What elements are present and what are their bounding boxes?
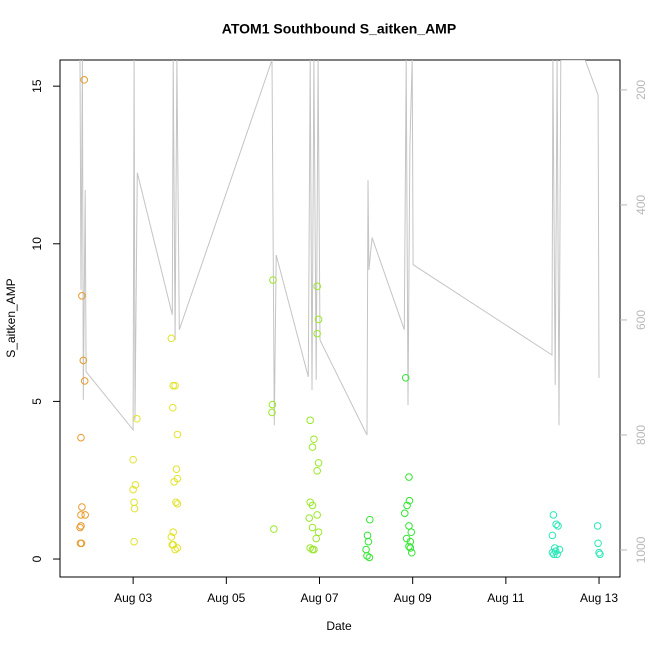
scatter-point — [76, 523, 84, 532]
scatter-point — [405, 522, 413, 530]
scatter-point — [366, 515, 374, 524]
x-tick-label: Aug 03 — [114, 591, 152, 605]
scatter-point — [130, 537, 138, 546]
scatter-point — [268, 400, 277, 409]
scatter-point — [403, 501, 411, 510]
scatter-point — [552, 520, 560, 529]
scatter-point — [310, 545, 318, 554]
scatter-point — [593, 522, 602, 530]
scatter-point — [312, 534, 321, 543]
y-tick-label: 5 — [30, 398, 44, 405]
scatter-point — [400, 509, 409, 518]
scatter-point — [77, 539, 86, 548]
scatter-point — [306, 544, 314, 552]
scatter-point — [129, 455, 137, 464]
scatter-point — [554, 522, 562, 530]
scatter-point — [314, 459, 323, 467]
scatter-point — [308, 443, 317, 451]
scatter-point — [401, 373, 410, 382]
scatter-point — [555, 545, 564, 554]
scatter-point — [77, 522, 85, 530]
scatter-point — [308, 523, 317, 532]
scatter-point — [363, 552, 371, 560]
scatter-point — [594, 539, 602, 548]
y-axis-label: S_aitken_AMP — [4, 278, 18, 357]
y2-tick-label: 600 — [634, 310, 648, 330]
scatter-point — [81, 511, 89, 519]
scatter-point — [549, 511, 558, 519]
scatter-point — [270, 525, 278, 533]
scatter-point — [314, 315, 323, 324]
scatter-point — [365, 553, 374, 562]
x-tick-label: Aug 13 — [580, 591, 618, 605]
scatter-point — [405, 542, 413, 551]
plot-frame — [59, 59, 621, 578]
scatter-point — [168, 403, 177, 412]
scatter-point — [306, 416, 314, 425]
scatter-point — [167, 334, 176, 343]
y2-tick-label: 400 — [634, 195, 648, 215]
scatter-point — [405, 496, 414, 505]
x-tick-label: Aug 11 — [487, 591, 524, 605]
scatter-point — [363, 531, 372, 540]
scatter-point — [268, 408, 276, 417]
scatter-point — [77, 433, 85, 442]
scatter-point — [167, 533, 176, 541]
scatter-point — [78, 503, 86, 511]
scatter-point — [80, 377, 89, 385]
scatter-point — [173, 430, 182, 439]
scatter-point — [171, 381, 179, 390]
scatter-point — [130, 504, 139, 513]
scatter-point — [407, 528, 416, 537]
scatter-point — [405, 473, 413, 481]
x-tick-label: Aug 09 — [394, 591, 432, 605]
scatter-point — [78, 292, 86, 300]
scatter-point — [595, 548, 603, 557]
y2-tick-label: 800 — [634, 425, 648, 445]
scatter-point — [172, 498, 180, 507]
scatter-point — [131, 481, 140, 489]
scatter-point — [551, 547, 560, 555]
scatter-point — [407, 548, 416, 557]
scatter-point — [313, 466, 321, 475]
scatter-point — [364, 537, 373, 546]
scatter-point — [362, 545, 370, 554]
scatter-point — [548, 531, 557, 540]
y-tick-label: 10 — [30, 237, 44, 251]
y2-tick-label: 200 — [634, 80, 648, 100]
scatter-point — [269, 276, 277, 284]
scatter-point — [313, 329, 321, 338]
scatter-point — [313, 282, 321, 291]
scatter-point — [130, 498, 138, 507]
scatter-point — [133, 414, 141, 423]
scatter-point — [169, 528, 178, 537]
scatter-point — [310, 435, 318, 444]
scatter-point — [129, 485, 137, 494]
scatter-point — [77, 511, 85, 519]
scatter-point — [80, 76, 89, 84]
scatter-point — [314, 528, 323, 537]
chart-title: ATOM1 Southbound S_aitken_AMP — [222, 21, 456, 37]
scatter-point — [79, 356, 88, 365]
scatter-point — [596, 550, 604, 559]
scatter-point — [406, 544, 415, 552]
scatter-point — [173, 500, 182, 508]
x-axis-label: Date — [326, 619, 352, 633]
scatter-point — [170, 477, 178, 486]
x-tick-label: Aug 05 — [207, 591, 245, 605]
y2-tick-label: 1000 — [634, 536, 648, 563]
scatter-point — [168, 541, 177, 549]
scatter-point — [305, 514, 314, 522]
scatter-point — [172, 465, 181, 473]
profile-line — [79, 60, 600, 436]
y-tick-label: 0 — [30, 555, 44, 562]
y-tick-label: 15 — [30, 79, 44, 93]
x-tick-label: Aug 07 — [300, 591, 338, 605]
scatter-point — [313, 511, 321, 519]
scatter-point — [308, 501, 317, 510]
